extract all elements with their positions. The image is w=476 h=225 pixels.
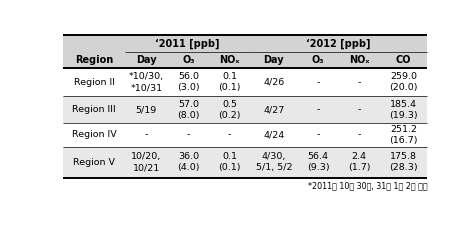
Text: ‘2011 [ppb]: ‘2011 [ppb]	[155, 38, 219, 49]
Text: 36.0
(4.0): 36.0 (4.0)	[177, 152, 199, 172]
Text: 0.1
(0.1): 0.1 (0.1)	[218, 72, 240, 92]
Text: 4/27: 4/27	[263, 105, 284, 114]
Text: Day: Day	[136, 55, 157, 65]
Text: Region: Region	[75, 55, 113, 65]
Text: 2.4
(1.7): 2.4 (1.7)	[347, 152, 370, 172]
Text: Region V: Region V	[73, 158, 115, 167]
Text: 5/19: 5/19	[136, 105, 157, 114]
Text: -: -	[316, 78, 319, 87]
Text: -: -	[357, 130, 360, 139]
Text: NOₓ: NOₓ	[219, 55, 239, 65]
Bar	[63, 52, 426, 68]
Text: 175.8
(28.3): 175.8 (28.3)	[388, 152, 417, 172]
Text: 56.0
(3.0): 56.0 (3.0)	[177, 72, 199, 92]
Text: CO: CO	[395, 55, 410, 65]
Text: 0.1
(0.1): 0.1 (0.1)	[218, 152, 240, 172]
Text: 185.4
(19.3): 185.4 (19.3)	[388, 100, 417, 120]
Text: -: -	[357, 105, 360, 114]
Text: ‘2012 [ppb]: ‘2012 [ppb]	[306, 38, 370, 49]
Text: Region III: Region III	[72, 105, 116, 114]
Text: Region II: Region II	[73, 78, 114, 87]
Text: -: -	[228, 130, 231, 139]
Text: *10/30,
*10/31: *10/30, *10/31	[129, 72, 164, 92]
Text: 0.5
(0.2): 0.5 (0.2)	[218, 100, 240, 120]
Bar	[63, 68, 426, 96]
Text: 56.4
(9.3): 56.4 (9.3)	[306, 152, 329, 172]
Text: 10/20,
10/21: 10/20, 10/21	[131, 152, 161, 172]
Text: 4/24: 4/24	[263, 130, 284, 139]
Text: -: -	[316, 105, 319, 114]
Text: 259.0
(20.0): 259.0 (20.0)	[388, 72, 417, 92]
Text: -: -	[144, 130, 148, 139]
Bar	[63, 35, 426, 52]
Text: 4/26: 4/26	[263, 78, 284, 87]
Text: NOₓ: NOₓ	[348, 55, 368, 65]
Bar	[63, 96, 426, 123]
Text: Region IV: Region IV	[71, 130, 116, 139]
Bar	[63, 123, 426, 146]
Text: O₃: O₃	[182, 55, 194, 65]
Bar	[63, 146, 426, 178]
Text: 57.0
(8.0): 57.0 (8.0)	[177, 100, 199, 120]
Text: -: -	[357, 78, 360, 87]
Text: Day: Day	[263, 55, 284, 65]
Text: -: -	[187, 130, 190, 139]
Text: -: -	[316, 130, 319, 139]
Text: *2011년 10월 30일, 31일 1일 2회 관측: *2011년 10월 30일, 31일 1일 2회 관측	[307, 181, 426, 190]
Text: O₃: O₃	[311, 55, 324, 65]
Text: 251.2
(16.7): 251.2 (16.7)	[388, 125, 417, 145]
Text: 4/30,
5/1, 5/2: 4/30, 5/1, 5/2	[255, 152, 291, 172]
